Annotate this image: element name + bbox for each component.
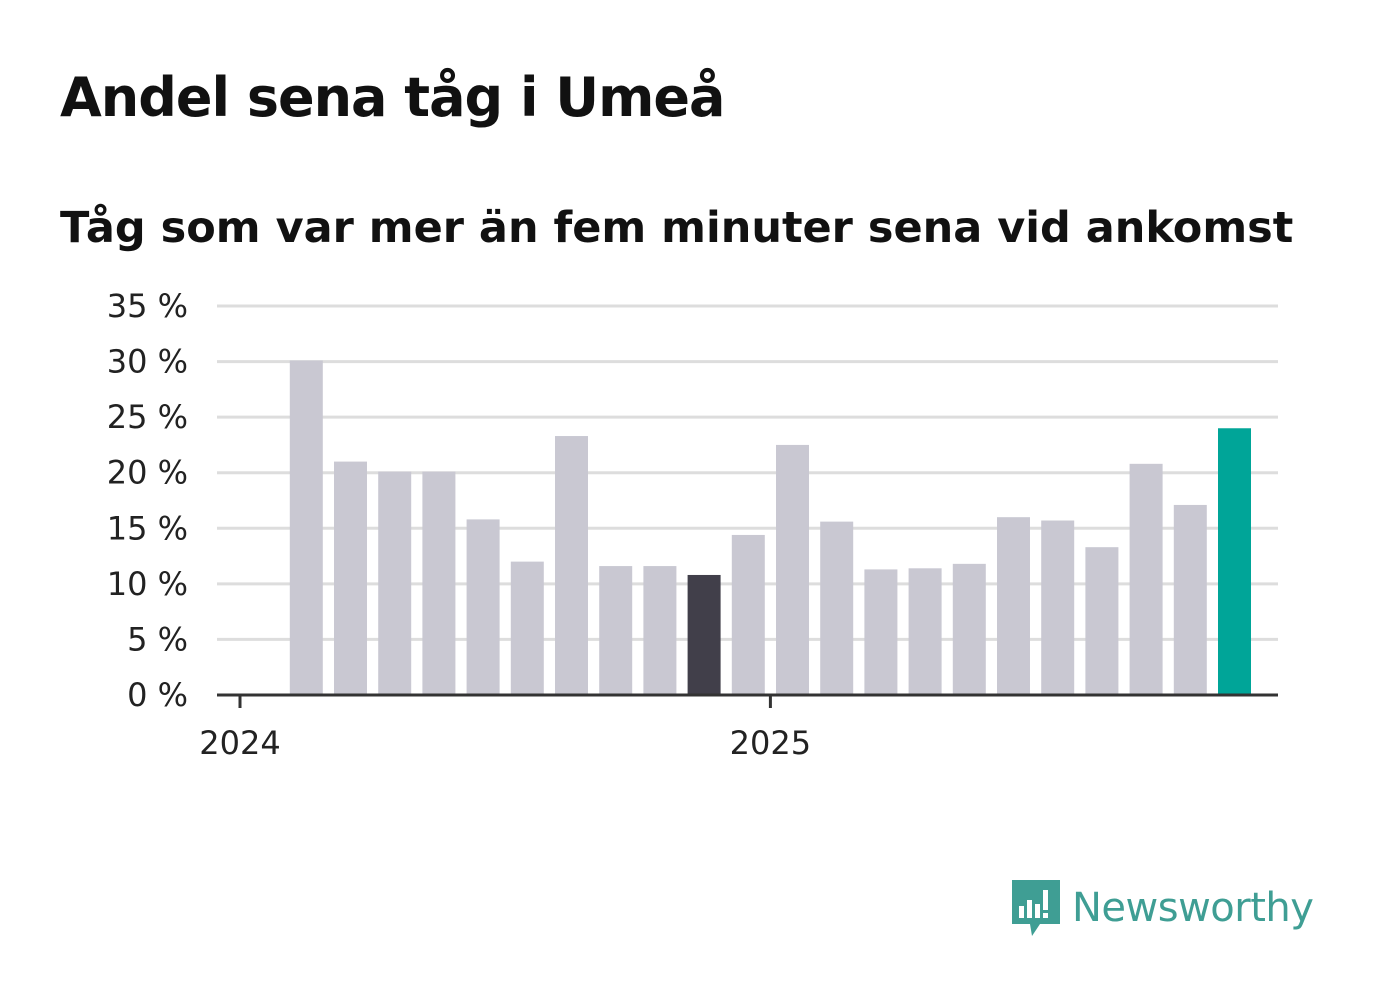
y-axis-tick-labels: 0 % 5 % 10 % 15 % 20 % 25 % 30 % 35 %	[107, 287, 188, 714]
bar-2025-06	[997, 517, 1030, 695]
chart-title: Andel sena tåg i Umeå	[60, 66, 725, 129]
y-tick-label: 10 %	[107, 565, 188, 603]
bars	[289, 360, 1251, 695]
y-tick-label: 15 %	[107, 509, 188, 547]
bar-2024-07	[510, 561, 544, 695]
y-tick-label: 25 %	[107, 398, 188, 436]
bar-2025-11	[1218, 428, 1251, 695]
x-tick-label: 2024	[199, 724, 280, 762]
y-tick-label: 30 %	[107, 343, 188, 381]
bar-2024-03	[334, 461, 367, 695]
y-tick-label: 0 %	[127, 676, 188, 714]
bar-2025-01	[776, 444, 809, 695]
bar-2025-09	[1129, 463, 1163, 695]
bar-2024-09	[599, 566, 633, 695]
bar-2025-10	[1173, 504, 1207, 695]
newsworthy-logo: Newsworthy	[1010, 878, 1314, 938]
bar-2024-04	[378, 471, 412, 695]
bar-2024-06	[466, 519, 500, 695]
x-axis-ticks: 2024 2025	[199, 695, 811, 762]
bar-2025-02	[820, 521, 854, 695]
bar-2024-10	[643, 566, 677, 695]
bar-2025-08	[1085, 547, 1119, 695]
bar-2025-03	[864, 569, 898, 695]
newsworthy-logo-icon	[1012, 880, 1060, 936]
chart-subtitle: Tåg som var mer än fem minuter sena vid …	[60, 203, 1294, 253]
bar-2025-04	[908, 568, 942, 695]
y-tick-label: 5 %	[127, 620, 188, 658]
bar-2024-08	[555, 436, 588, 695]
bar-2024-12	[731, 534, 765, 695]
bar-2025-07	[1041, 520, 1075, 695]
brand-name: Newsworthy	[1072, 885, 1314, 931]
y-tick-label: 20 %	[107, 454, 188, 492]
bar-2024-02	[289, 360, 323, 695]
bar-2025-05	[952, 563, 986, 695]
bar-2024-11	[687, 574, 721, 695]
y-tick-label: 35 %	[107, 287, 188, 325]
bar-2024-05	[422, 471, 456, 695]
x-tick-label: 2025	[730, 724, 811, 762]
